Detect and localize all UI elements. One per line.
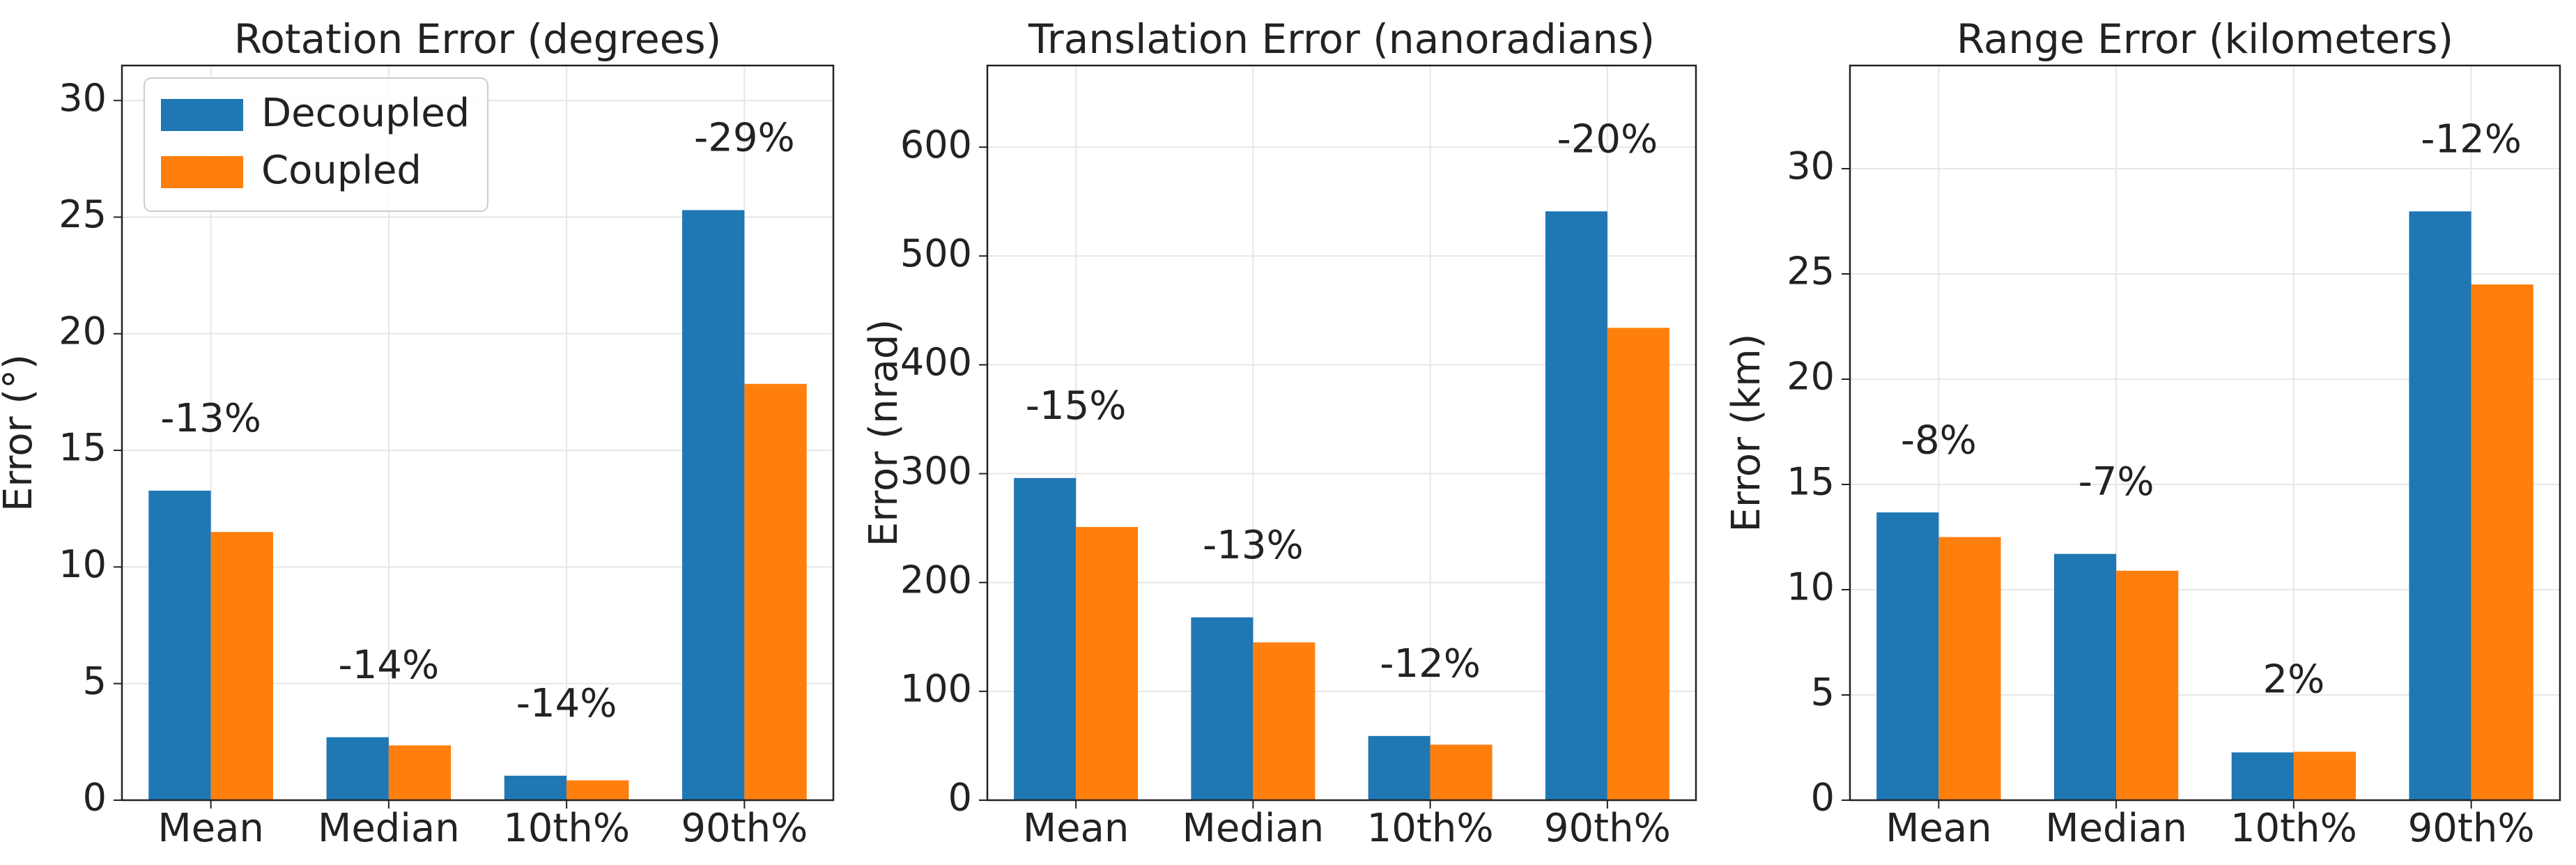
bar — [1076, 527, 1139, 800]
annotation: -13% — [160, 396, 261, 441]
x-tick-label: Mean — [1885, 806, 1992, 851]
x-tick-label: 90th% — [2408, 806, 2535, 851]
y-tick-label: 20 — [1787, 355, 1835, 399]
chart-title: Range Error (kilometers) — [1957, 15, 2453, 63]
y-axis-label: Error (nrad) — [861, 319, 907, 546]
y-tick-label: 30 — [1787, 144, 1835, 188]
bar — [1607, 328, 1669, 801]
chart-title: Rotation Error (degrees) — [234, 15, 722, 63]
y-tick-label: 300 — [900, 449, 972, 493]
annotation: -7% — [2078, 459, 2154, 505]
annotation: -8% — [1901, 418, 1977, 463]
chart-title: Translation Error (nanoradians) — [1028, 15, 1655, 63]
y-tick-label: 15 — [59, 426, 107, 470]
bar — [1430, 744, 1493, 800]
panel: 0 5 10 15 20 25 30 Mean -8% Median -7% 10th% 2% 90th%… — [1724, 15, 2561, 851]
y-tick-label: 0 — [83, 776, 107, 820]
bar — [2053, 553, 2117, 800]
legend-swatch — [161, 156, 243, 188]
legend-label: Decoupled — [261, 91, 470, 136]
y-tick-label: 0 — [948, 776, 972, 820]
bar — [2116, 570, 2179, 800]
bar — [326, 737, 389, 800]
y-axis-label: Error (°) — [0, 354, 41, 512]
bar — [388, 745, 452, 800]
annotation: -29% — [694, 116, 795, 161]
y-tick-label: 5 — [83, 659, 107, 703]
bar — [1191, 617, 1254, 800]
bar — [2471, 284, 2533, 801]
y-tick-label: 500 — [900, 231, 972, 275]
bar — [2231, 752, 2294, 800]
bar — [1938, 537, 2001, 800]
y-tick-label: 10 — [59, 542, 107, 586]
y-axis-label: Error (km) — [1724, 334, 1769, 533]
y-tick-label: 25 — [1787, 250, 1835, 293]
y-tick-label: 15 — [1787, 460, 1835, 504]
y-tick-label: 200 — [900, 558, 972, 602]
annotation: -20% — [1557, 116, 1658, 162]
bar — [148, 490, 211, 800]
y-tick-label: 25 — [59, 192, 107, 236]
y-tick-label: 20 — [59, 309, 107, 353]
y-tick-label: 10 — [1787, 565, 1835, 609]
bar — [2293, 751, 2357, 800]
panel: 0 100 200 300 400 500 600 Mean -15% Median -13% 10t… — [861, 15, 1697, 851]
x-tick-label: 90th% — [1544, 806, 1671, 851]
y-tick-label: 5 — [1811, 671, 1835, 714]
bar — [210, 532, 273, 800]
bar — [566, 780, 629, 800]
legend-label: Coupled — [261, 148, 422, 193]
annotation: -14% — [339, 643, 440, 688]
bar — [744, 383, 807, 800]
x-tick-label: Mean — [157, 806, 264, 851]
annotation: -12% — [2421, 116, 2522, 162]
bar — [1368, 735, 1430, 800]
annotation: -14% — [516, 681, 617, 726]
bar — [2409, 211, 2471, 800]
x-tick-label: Median — [2045, 806, 2187, 851]
y-tick-label: 600 — [900, 123, 972, 167]
bar — [1545, 211, 1607, 800]
annotation: 2% — [2262, 657, 2324, 703]
bar — [682, 210, 745, 800]
bar — [1014, 477, 1077, 800]
x-tick-label: Median — [318, 806, 460, 851]
bar — [1253, 642, 1316, 800]
axes-frame — [986, 64, 1697, 802]
annotation: -12% — [1380, 641, 1481, 687]
x-tick-label: Mean — [1023, 806, 1129, 851]
axes-frame — [1849, 64, 2561, 802]
axes-frame — [121, 64, 835, 802]
y-tick-label: 0 — [1811, 776, 1835, 820]
y-tick-label: 100 — [900, 666, 972, 710]
legend-swatch — [161, 99, 243, 131]
x-tick-label: 10th% — [1367, 806, 1494, 851]
y-tick-label: 400 — [900, 340, 972, 384]
bar — [1876, 512, 1939, 800]
x-tick-label: 10th% — [503, 806, 630, 851]
bar — [504, 775, 567, 800]
x-tick-label: Median — [1182, 806, 1325, 851]
x-tick-label: 10th% — [2230, 806, 2357, 851]
panel: 0 5 10 15 20 25 30 Mean -13% Median -14% 10th% -14% 9… — [0, 15, 835, 851]
annotation: -15% — [1026, 383, 1127, 429]
annotation: -13% — [1203, 523, 1304, 568]
y-tick-label: 30 — [59, 76, 107, 120]
x-tick-label: 90th% — [681, 806, 808, 851]
